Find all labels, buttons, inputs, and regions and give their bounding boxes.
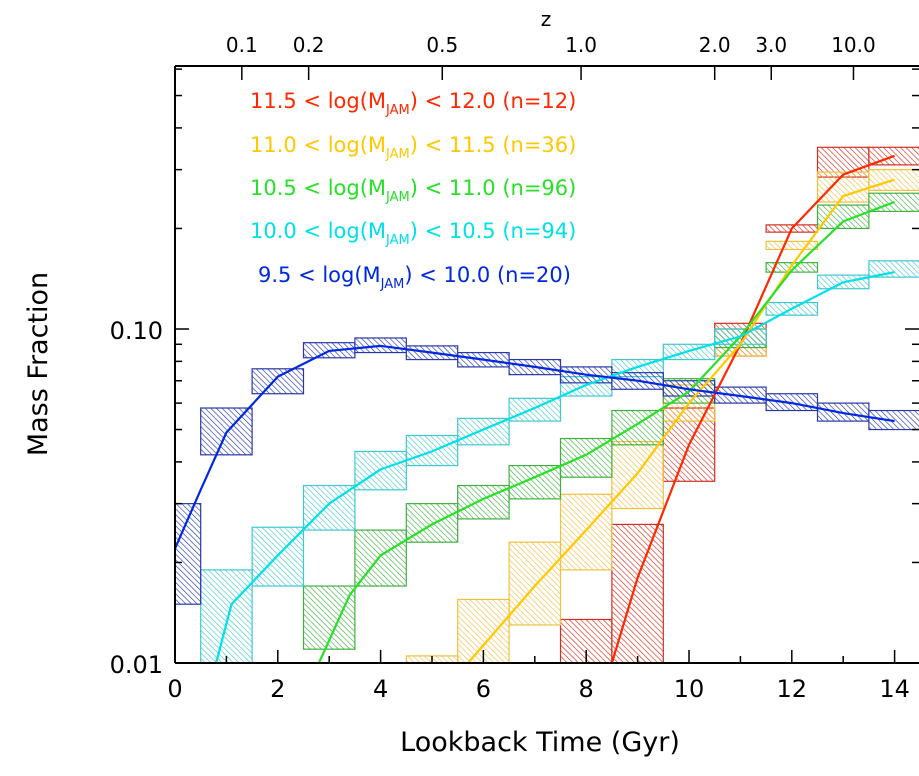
plot-frame <box>174 65 919 664</box>
series-line-4 <box>175 344 895 550</box>
y-axis-title: Mass Fraction <box>23 272 54 456</box>
top-tick-label: 0.2 <box>293 33 325 57</box>
range-box <box>508 397 562 422</box>
range-box <box>868 260 919 278</box>
series-line-2 <box>317 200 895 663</box>
series-line-1 <box>467 178 895 663</box>
range-box <box>200 569 253 663</box>
top-tick-label: 0.5 <box>426 33 458 57</box>
x-tick-label: 0 <box>167 675 182 703</box>
range-box <box>251 368 305 395</box>
top-tick-label: 3.0 <box>755 33 787 57</box>
legend-entry: 10.0 < log(MJAM) < 10.5 (n=94) <box>250 219 576 248</box>
range-box <box>508 541 562 626</box>
legend-entry: 11.5 < log(MJAM) < 12.0 (n=12) <box>250 89 576 118</box>
top-tick-label: 0.1 <box>226 33 258 57</box>
x-axis-title: Lookback Time (Gyr) <box>400 727 680 758</box>
series-1 <box>405 169 919 663</box>
x-tick-label: 8 <box>579 675 594 703</box>
legend-entry: 9.5 < log(MJAM) < 10.0 (n=20) <box>258 263 571 292</box>
range-box <box>816 204 870 230</box>
top-tick-label: 1.0 <box>565 33 597 57</box>
range-box <box>611 441 664 510</box>
y-tick-label: 0.01 <box>110 651 163 679</box>
range-box <box>302 585 356 650</box>
range-box <box>457 598 510 663</box>
range-box <box>611 409 664 446</box>
x-tick-label: 14 <box>879 675 910 703</box>
y-tick-label: 0.10 <box>110 317 163 345</box>
x-tick-label: 4 <box>373 675 388 703</box>
range-box <box>508 464 562 500</box>
range-box <box>559 493 613 571</box>
top-axis-title: z <box>541 7 552 31</box>
series-line-3 <box>215 271 895 663</box>
top-tick-label: 2.0 <box>699 33 731 57</box>
x-tick-label: 12 <box>777 675 808 703</box>
range-box <box>816 171 870 203</box>
x-tick-label: 6 <box>476 675 491 703</box>
x-tick-label: 10 <box>674 675 705 703</box>
top-tick-label: 10.0 <box>831 33 876 57</box>
x-tick-label: 2 <box>270 675 285 703</box>
legend-entry: 11.0 < log(MJAM) < 11.5 (n=36) <box>250 133 576 162</box>
legend-entry: 10.5 < log(MJAM) < 11.0 (n=96) <box>250 176 576 205</box>
range-box <box>611 523 664 663</box>
